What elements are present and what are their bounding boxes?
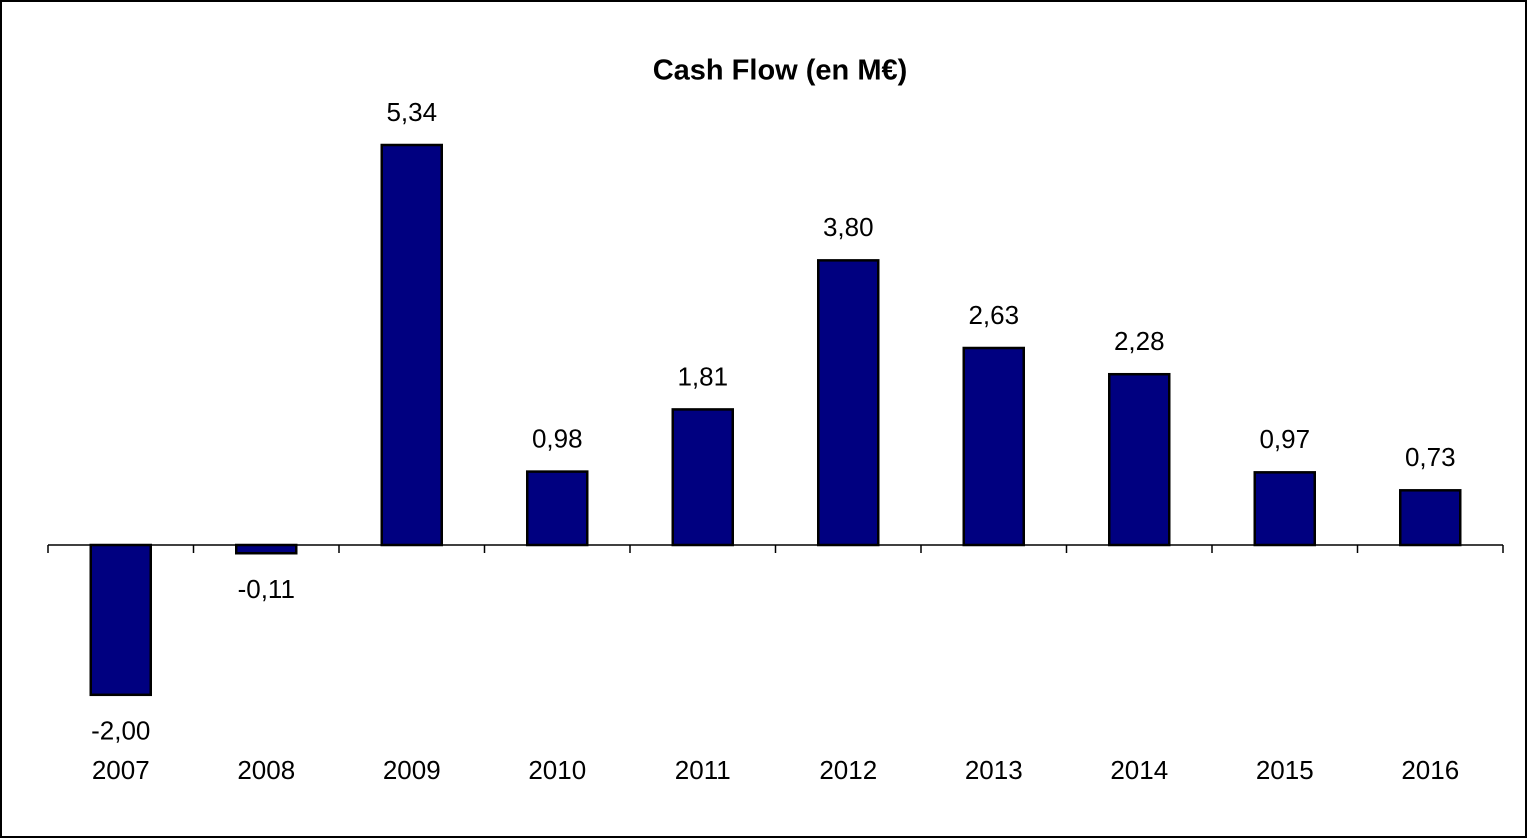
data-label: 0,98 xyxy=(532,423,583,453)
bar xyxy=(380,143,443,547)
x-tick-label: 2016 xyxy=(1401,755,1459,785)
bar xyxy=(526,470,589,547)
data-label: 0,73 xyxy=(1405,442,1456,472)
data-label: 5,34 xyxy=(386,97,437,127)
x-tick-label: 2011 xyxy=(675,755,731,785)
x-tick-label: 2013 xyxy=(965,755,1023,785)
data-label: 1,81 xyxy=(677,361,728,391)
x-tick-label: 2015 xyxy=(1256,755,1314,785)
data-label: 2,63 xyxy=(968,300,1019,330)
chart-title: Cash Flow (en M€) xyxy=(653,55,908,87)
bar xyxy=(1253,471,1316,547)
x-tick-label: 2007 xyxy=(92,755,150,785)
data-label: -0,11 xyxy=(238,574,295,604)
bar xyxy=(1399,489,1462,547)
x-tick-label: 2014 xyxy=(1110,755,1168,785)
data-label: -2,00 xyxy=(91,716,150,746)
bar xyxy=(671,408,734,547)
bar xyxy=(235,543,298,555)
bar xyxy=(962,346,1025,547)
x-tick-label: 2008 xyxy=(237,755,295,785)
data-label: 2,28 xyxy=(1114,326,1165,356)
x-tick-label: 2009 xyxy=(383,755,441,785)
bar xyxy=(89,543,152,697)
data-label: 0,97 xyxy=(1259,424,1310,454)
bar xyxy=(1108,372,1171,547)
x-tick-label: 2012 xyxy=(819,755,877,785)
data-label: 3,80 xyxy=(823,212,874,242)
bar xyxy=(817,259,880,547)
x-tick-label: 2010 xyxy=(528,755,586,785)
